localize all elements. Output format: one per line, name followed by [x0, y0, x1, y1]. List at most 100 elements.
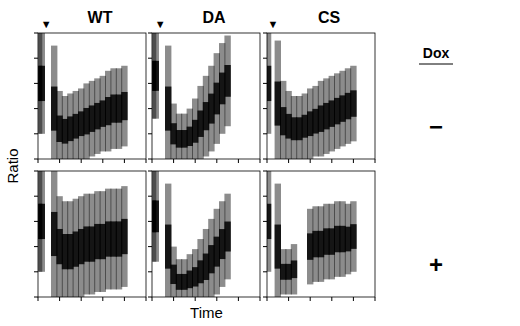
x-tick — [173, 159, 174, 163]
cloud-core — [39, 204, 45, 239]
plot-area — [152, 33, 231, 159]
cloud-core — [121, 219, 127, 254]
y-tick — [263, 133, 267, 134]
cloud — [153, 171, 159, 262]
frame — [152, 33, 260, 159]
cloud-core — [224, 222, 230, 252]
x-tick — [288, 297, 289, 301]
x-tick — [267, 159, 268, 163]
plot-area — [152, 171, 231, 297]
y-tick — [263, 83, 267, 84]
y-tick — [148, 171, 152, 172]
cloud-core — [350, 224, 356, 249]
y-tick — [263, 33, 267, 34]
cloud — [224, 194, 230, 280]
cloud-core — [121, 92, 127, 120]
x-tick — [146, 159, 147, 163]
column-title: WT — [88, 9, 113, 26]
y-tick — [148, 271, 152, 272]
y-tick — [263, 159, 267, 160]
stimulus-arrow: ▼ — [41, 18, 52, 30]
cloud-core — [291, 260, 297, 278]
x-tick — [124, 159, 125, 163]
y-tick — [148, 159, 152, 160]
x-tick — [260, 159, 261, 163]
cloud-core — [350, 90, 356, 116]
cloud-core — [224, 65, 230, 97]
x-tick — [195, 297, 196, 301]
plot-area — [38, 33, 128, 159]
y-tick — [148, 297, 152, 298]
x-tick — [59, 159, 60, 163]
x-tick — [81, 159, 82, 163]
x-tick — [152, 297, 153, 301]
y-tick — [34, 297, 38, 298]
x-tick — [238, 159, 239, 163]
row-label: + — [429, 251, 443, 278]
y-tick — [263, 108, 267, 109]
figure: ▼▼▼WTDACSDox−+RatioTime — [0, 0, 520, 326]
row-label: − — [429, 113, 443, 140]
y-tick — [148, 133, 152, 134]
x-tick — [331, 159, 332, 163]
y-tick — [34, 171, 38, 172]
y-tick — [263, 246, 267, 247]
cloud — [121, 186, 127, 287]
x-tick — [375, 159, 376, 163]
frame — [152, 171, 260, 297]
cloud — [39, 171, 45, 272]
y-tick — [34, 33, 38, 34]
x-tick — [59, 297, 60, 301]
y-tick — [34, 58, 38, 59]
x-tick — [310, 159, 311, 163]
x-tick — [102, 159, 103, 163]
y-tick — [34, 83, 38, 84]
cloud — [39, 33, 45, 134]
row-header-rule — [419, 64, 453, 65]
y-tick — [148, 196, 152, 197]
y-tick — [148, 33, 152, 34]
y-tick — [263, 297, 267, 298]
y-tick — [34, 221, 38, 222]
x-tick — [124, 297, 125, 301]
cloud — [291, 244, 297, 294]
x-tick — [173, 297, 174, 301]
y-tick — [34, 108, 38, 109]
y-tick — [34, 271, 38, 272]
plot-area — [267, 33, 357, 159]
y-tick — [148, 58, 152, 59]
x-tick — [267, 297, 268, 301]
y-tick — [263, 221, 267, 222]
y-tick — [148, 83, 152, 84]
x-tick — [310, 297, 311, 301]
cloud-core — [267, 204, 271, 239]
cloud — [267, 171, 271, 272]
plot-area — [38, 171, 128, 297]
cloud-core — [39, 66, 45, 101]
frame — [38, 171, 146, 297]
y-tick — [34, 246, 38, 247]
x-tick — [331, 297, 332, 301]
y-tick — [263, 196, 267, 197]
x-tick — [375, 297, 376, 301]
x-tick — [353, 159, 354, 163]
x-tick — [288, 159, 289, 163]
row-header: Dox — [423, 45, 450, 61]
x-tick — [102, 297, 103, 301]
stimulus-arrow: ▼ — [267, 18, 278, 30]
column-title: CS — [318, 9, 341, 26]
cloud-core — [153, 61, 159, 91]
y-tick — [263, 171, 267, 172]
cloud — [267, 33, 271, 134]
cloud — [350, 66, 356, 142]
stimulus-arrow: ▼ — [155, 18, 166, 30]
column-title: DA — [202, 9, 226, 26]
cloud — [153, 33, 159, 119]
cloud — [350, 201, 356, 272]
y-tick — [34, 159, 38, 160]
y-tick — [148, 221, 152, 222]
cloud-core — [267, 66, 271, 101]
x-tick — [260, 297, 261, 301]
x-tick — [81, 297, 82, 301]
y-label: Ratio — [4, 148, 21, 183]
